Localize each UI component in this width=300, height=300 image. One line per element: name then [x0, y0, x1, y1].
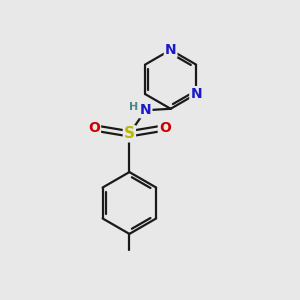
Text: O: O	[159, 121, 171, 135]
Text: N: N	[140, 103, 152, 117]
Text: S: S	[124, 126, 135, 141]
Text: H: H	[129, 102, 138, 112]
Text: N: N	[165, 43, 176, 57]
Text: N: N	[190, 87, 202, 101]
Text: O: O	[88, 121, 100, 135]
